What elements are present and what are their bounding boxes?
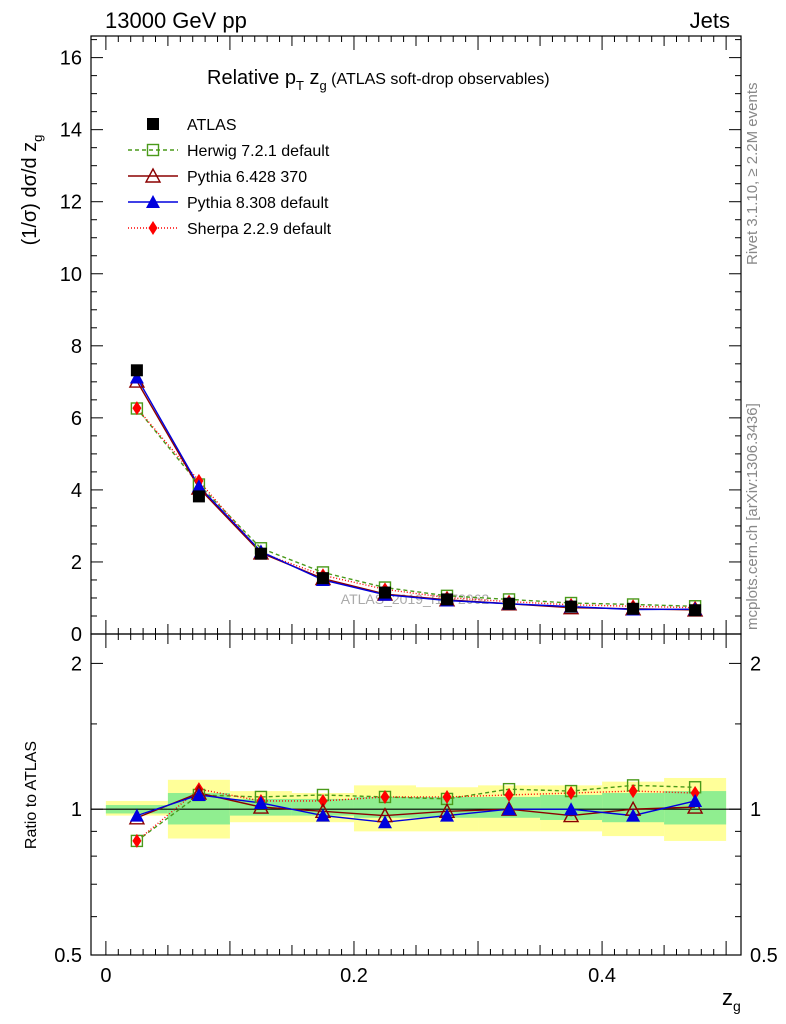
ratio-ytick-label: 1	[71, 799, 82, 821]
title-mid: z	[304, 67, 320, 89]
series-line-pythia6	[136, 380, 696, 611]
ratio-point-pythia8	[440, 808, 455, 822]
series-lines	[136, 377, 696, 842]
main-ytick-label: 12	[60, 192, 82, 214]
data-point-atlas	[378, 586, 391, 599]
legend-label-pythia6: Pythia 6.428 370	[187, 169, 307, 186]
ratio-xtick-label: 0	[100, 965, 111, 987]
main-ytick-label: 0	[71, 624, 82, 646]
data-point-pythia8	[191, 479, 206, 493]
ratio-point-pythia8	[688, 793, 703, 807]
title-sub1: T	[296, 78, 304, 93]
data-point-atlas	[565, 600, 578, 613]
ratio-ytick-label-right: 1	[750, 799, 761, 821]
main-ylabel: (1/σ) dσ/d zg	[19, 135, 45, 246]
header-category-label: Jets	[689, 8, 730, 33]
ratio-line-pythia8	[136, 794, 696, 823]
ratio-ytick-label: 0.5	[54, 945, 82, 967]
ratio-point-pythia8	[253, 795, 268, 809]
main-ytick-label: 2	[71, 552, 82, 574]
legend-marker-herwig	[146, 143, 160, 157]
legend-marker-pythia8	[146, 195, 160, 208]
data-point-atlas	[689, 604, 702, 617]
data-point-sherpa	[132, 401, 142, 416]
ratio-xlabel-subscript: g	[733, 998, 741, 1014]
legend: ATLAS Herwig 7.2.1 default Pythia 6.428 37…	[128, 117, 332, 238]
series-markers	[128, 364, 704, 848]
plot-title-text: Relative pT zg (ATLAS soft-drop observab…	[207, 67, 550, 93]
data-point-atlas	[627, 602, 640, 615]
ratio-point-sherpa	[628, 784, 638, 799]
ratio-ytick-label-right: 2	[750, 653, 761, 675]
data-point-atlas	[316, 572, 329, 585]
ratio-ytick-label: 2	[71, 653, 82, 675]
data-point-atlas	[254, 547, 267, 560]
main-ytick-label: 6	[71, 408, 82, 430]
main-ytick-label: 14	[60, 120, 82, 142]
title-sub2: g	[319, 78, 326, 93]
data-point-atlas	[130, 364, 143, 377]
legend-label-sherpa: Sherpa 2.2.9 default	[187, 221, 332, 238]
axis-ticks	[91, 36, 741, 956]
ratio-point-sherpa	[690, 786, 700, 801]
ratio-point-sherpa	[504, 787, 514, 802]
data-point-atlas	[192, 490, 205, 503]
ratio-point-sherpa	[566, 786, 576, 801]
ratio-ylabel: Ratio to ATLAS	[23, 741, 40, 849]
ratio-point-sherpa	[318, 793, 328, 808]
header-process-label: 13000 GeV pp	[105, 8, 247, 33]
data-point-atlas	[503, 597, 516, 610]
legend-label-herwig: Herwig 7.2.1 default	[187, 143, 330, 160]
ratio-point-sherpa	[132, 833, 142, 848]
ratio-ytick-label-right: 0.5	[750, 945, 778, 967]
ratio-point-pythia8	[626, 808, 641, 822]
series-line-pythia8	[136, 377, 696, 611]
ratio-point-pythia8	[377, 815, 392, 829]
ratio-point-sherpa	[380, 789, 390, 804]
main-ylabel-subscript: g	[30, 135, 45, 142]
plot-title: Relative pT zg (ATLAS soft-drop observab…	[207, 67, 550, 93]
ratio-point-pythia8	[191, 787, 206, 801]
title-rest: (ATLAS soft-drop observables)	[327, 71, 550, 88]
ratio-line-herwig	[136, 784, 696, 842]
ratio-xlabel: zg	[722, 985, 741, 1014]
legend-marker-pythia6	[144, 167, 162, 183]
legend-label-atlas: ATLAS	[187, 117, 237, 134]
ratio-xtick-label: 0.4	[588, 965, 616, 987]
data-point-atlas	[441, 593, 454, 606]
ratio-point-pythia8	[502, 802, 517, 816]
series-line-sherpa	[136, 407, 696, 609]
main-ytick-label: 10	[60, 264, 82, 286]
main-ytick-label: 16	[60, 48, 82, 70]
ratio-point-pythia8	[315, 808, 330, 822]
title-main: Relative p	[207, 67, 296, 89]
data-point-pythia8	[129, 370, 144, 384]
legend-marker-sherpa	[148, 221, 158, 235]
legend-label-pythia8: Pythia 8.308 default	[187, 195, 329, 212]
ratio-xtick-label: 0.2	[340, 965, 368, 987]
legend-marker-atlas	[147, 118, 159, 130]
ratio-point-pythia8	[129, 808, 144, 822]
ratio-point-sherpa	[442, 789, 452, 804]
ratio-point-pythia8	[564, 802, 579, 816]
series-line-herwig	[136, 408, 696, 607]
main-ytick-label: 4	[71, 480, 82, 502]
main-ytick-label: 8	[71, 336, 82, 358]
